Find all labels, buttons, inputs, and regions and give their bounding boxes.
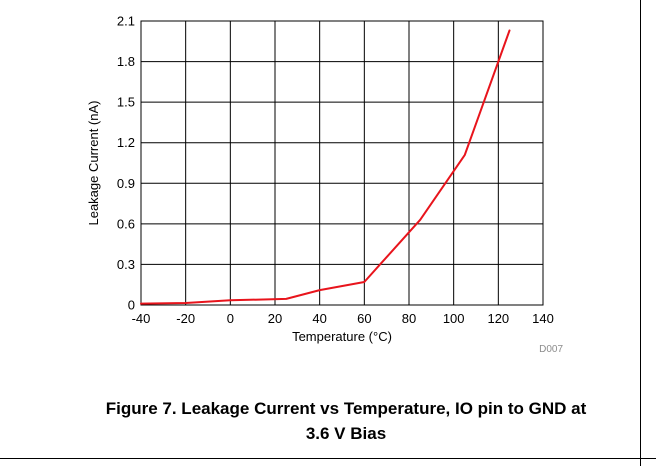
- y-tick-label-3: 0.9: [117, 176, 135, 191]
- figure-caption: Figure 7. Leakage Current vs Temperature…: [46, 396, 646, 446]
- y-tick-label-0: 0: [128, 298, 135, 313]
- x-tick-label-0: -40: [132, 311, 151, 326]
- plot-area-frame: [140, 20, 544, 306]
- x-tick-label-9: 140: [532, 311, 554, 326]
- bottom-border-line: [0, 458, 656, 459]
- x-tick-label-1: -20: [176, 311, 195, 326]
- y-tick-label-5: 1.5: [117, 95, 135, 110]
- x-tick-label-6: 80: [402, 311, 416, 326]
- x-tick-label-8: 120: [487, 311, 509, 326]
- x-tick-label-7: 100: [443, 311, 465, 326]
- y-tick-labels: 0 0.3 0.6 0.9 1.2 1.5 1.8 2.1: [117, 14, 135, 313]
- x-tick-label-3: 20: [268, 311, 282, 326]
- right-border-line: [640, 0, 641, 466]
- grid-lines: [140, 20, 544, 306]
- y-tick-label-2: 0.6: [117, 216, 135, 231]
- y-tick-label-7: 2.1: [117, 14, 135, 29]
- x-tick-label-4: 40: [312, 311, 326, 326]
- y-axis-label: Leakage Current (nA): [86, 100, 101, 225]
- y-tick-label-4: 1.2: [117, 135, 135, 150]
- leakage-current-chart: -40 -20 0 20 40 60 80 100 120 140 0 0.3 0.6 0.9 1.2 1.…: [86, 14, 563, 356]
- x-tick-label-5: 60: [357, 311, 371, 326]
- x-axis-label: Temperature (°C): [292, 329, 392, 344]
- x-tick-labels: -40 -20 0 20 40 60 80 100 120 140: [132, 311, 554, 326]
- x-tick-label-2: 0: [227, 311, 234, 326]
- figure-caption-line-1: Figure 7. Leakage Current vs Temperature…: [105, 399, 587, 418]
- figure-code-label: D007: [539, 344, 563, 355]
- series-line-0: [140, 29, 511, 305]
- series-layer: [140, 29, 511, 305]
- y-tick-label-6: 1.8: [117, 54, 135, 69]
- y-tick-label-1: 0.3: [117, 257, 135, 272]
- figure-caption-line-2: 3.6 V Bias: [305, 424, 387, 443]
